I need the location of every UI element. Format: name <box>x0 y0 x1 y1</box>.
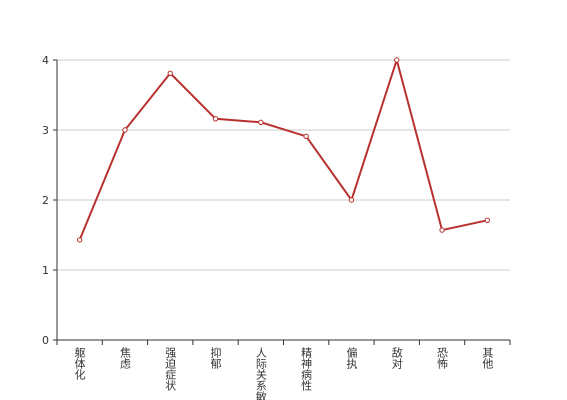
y-tick-label: 0 <box>42 334 49 347</box>
x-tick-label: 其他 <box>481 347 494 369</box>
line <box>78 56 488 241</box>
y-tick-label: 1 <box>42 264 49 277</box>
x-tick-label: 强迫症状 <box>164 347 177 391</box>
x-tick-label: 焦虑 <box>118 347 131 369</box>
y-tick-label: 2 <box>42 194 49 207</box>
x-tick-label: 躯体化 <box>73 347 86 381</box>
point <box>76 237 83 243</box>
point <box>439 227 445 233</box>
x-tick-label: 恐怖 <box>436 347 449 369</box>
x-tick-label: 偏执 <box>345 346 358 370</box>
point <box>122 127 128 133</box>
point <box>212 116 219 122</box>
point <box>394 57 400 63</box>
point <box>484 217 491 224</box>
y-tick-label: 3 <box>42 124 49 137</box>
point <box>303 133 309 140</box>
y-tick-label: 4 <box>42 54 49 67</box>
x-tick-label: 人际关系敏感 <box>254 347 267 400</box>
point <box>258 119 264 126</box>
point <box>167 70 173 77</box>
x-tick-label: 敌对 <box>390 346 403 369</box>
point <box>348 197 355 203</box>
x-tick-label: 抑郁 <box>209 346 222 369</box>
x-tick-label: 精神病性 <box>300 347 313 392</box>
